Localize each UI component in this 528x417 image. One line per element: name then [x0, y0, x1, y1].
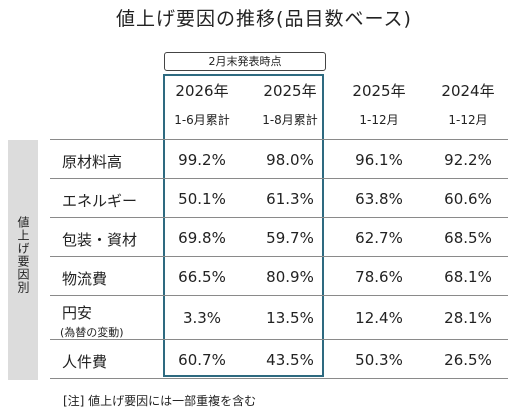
table-cell: 28.1%	[444, 309, 492, 327]
row-divider	[50, 339, 508, 340]
table-row: 円安 (為替の変動) 3.3% 13.5% 12.4% 28.1%	[0, 297, 528, 339]
table-cell: 68.5%	[444, 229, 492, 247]
table-cell: 43.5%	[266, 351, 314, 369]
table-cell: 60.7%	[178, 351, 226, 369]
row-label: 人件費	[62, 353, 108, 371]
row-label: 包装・資材	[62, 231, 138, 249]
table-cell: 96.1%	[355, 151, 403, 169]
row-label-main: 円安	[62, 304, 93, 322]
table-cell: 50.3%	[355, 351, 403, 369]
table-cell: 63.8%	[355, 190, 403, 208]
table-cell: 59.7%	[266, 229, 314, 247]
side-category-bar: 値上げ要因別	[8, 140, 38, 380]
table-cell: 61.3%	[266, 190, 314, 208]
row-label: エネルギー	[62, 192, 138, 210]
table-cell: 66.5%	[178, 268, 226, 286]
table-cell: 13.5%	[266, 309, 314, 327]
footnote: [注] 値上げ要因には一部重複を含む	[63, 394, 257, 408]
row-label: 原材料高	[62, 153, 123, 171]
column-period: 1-8月累計	[262, 113, 318, 127]
table-title: 値上げ要因の推移(品目数ベース)	[116, 8, 412, 30]
column-year: 2025年	[263, 82, 317, 100]
table-cell: 92.2%	[444, 151, 492, 169]
table-row: 包装・資材 69.8% 59.7% 62.7% 68.5%	[0, 217, 528, 257]
table-row: 人件費 60.7% 43.5% 50.3% 26.5%	[0, 339, 528, 379]
table-cell: 50.1%	[178, 190, 226, 208]
row-divider	[50, 295, 508, 296]
row-divider	[50, 139, 508, 140]
column-period: 1-12月	[359, 113, 399, 127]
row-label: 円安 (為替の変動)	[60, 302, 124, 340]
column-year: 2025年	[352, 82, 406, 100]
row-divider	[50, 217, 508, 218]
table-cell: 98.0%	[266, 151, 314, 169]
table-row: 物流費 66.5% 80.9% 78.6% 68.1%	[0, 256, 528, 296]
row-divider	[50, 178, 508, 179]
table-cell: 69.8%	[178, 229, 226, 247]
column-period: 1-12月	[448, 113, 488, 127]
row-label: 物流費	[62, 270, 108, 288]
announcement-tag: 2月末発表時点	[164, 52, 326, 71]
side-category-label: 値上げ要因別	[16, 216, 30, 294]
table-row: エネルギー 50.1% 61.3% 63.8% 60.6%	[0, 178, 528, 218]
table-cell: 26.5%	[444, 351, 492, 369]
column-period: 1-6月累計	[174, 113, 230, 127]
row-divider	[50, 378, 508, 379]
row-divider	[50, 256, 508, 257]
row-label-sub: (為替の変動)	[60, 326, 124, 339]
table-cell: 62.7%	[355, 229, 403, 247]
table-cell: 99.2%	[178, 151, 226, 169]
table-cell: 12.4%	[355, 309, 403, 327]
table-row: 原材料高 99.2% 98.0% 96.1% 92.2%	[0, 139, 528, 179]
table-cell: 3.3%	[182, 309, 222, 327]
column-year: 2024年	[441, 82, 495, 100]
table-cell: 78.6%	[355, 268, 403, 286]
table-cell: 60.6%	[444, 190, 492, 208]
column-year: 2026年	[175, 82, 229, 100]
table-cell: 68.1%	[444, 268, 492, 286]
table-cell: 80.9%	[266, 268, 314, 286]
